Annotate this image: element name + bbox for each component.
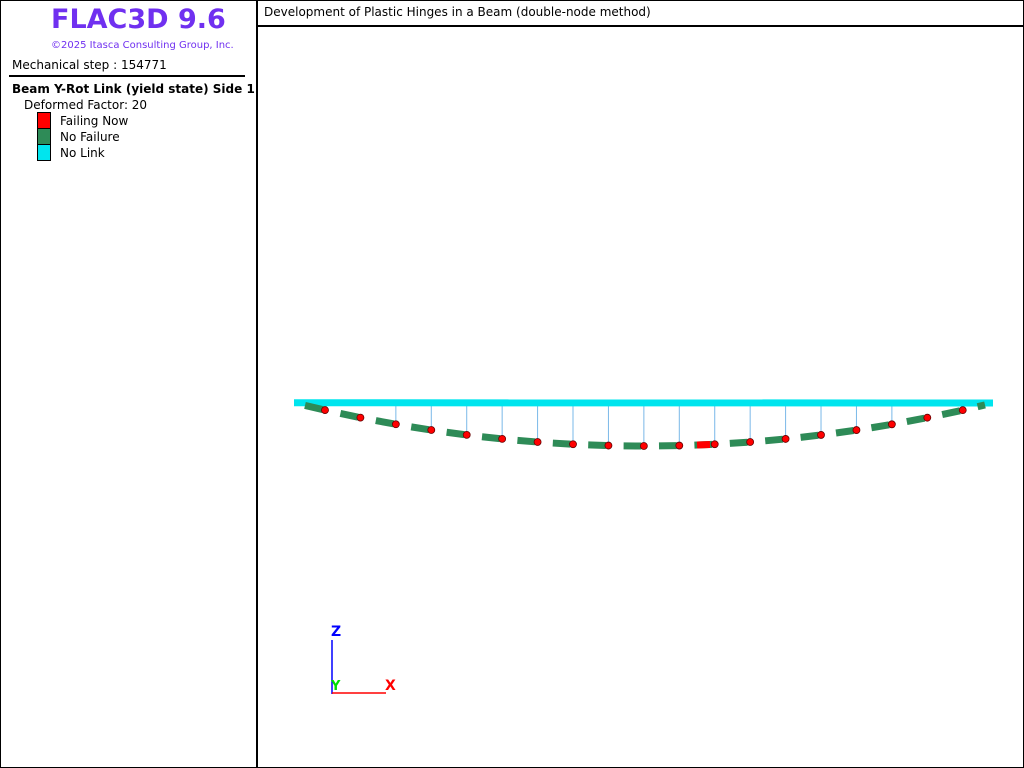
hinge-node — [710, 440, 719, 449]
viewport-title: Development of Plastic Hinges in a Beam … — [264, 5, 651, 19]
hinge-node — [498, 434, 507, 443]
beam-segment — [552, 439, 571, 448]
hinge-node — [604, 441, 613, 450]
beam-segment — [410, 423, 430, 434]
beam-segment — [764, 435, 784, 445]
beam-segment — [976, 401, 986, 411]
hinge-node — [817, 431, 825, 439]
z-label: Z — [331, 624, 341, 640]
hinge-node — [427, 426, 436, 434]
beam-segment — [800, 431, 819, 441]
hinge-node — [887, 420, 896, 429]
x-label: X — [385, 678, 396, 694]
copyright: ©2025 Itasca Consulting Group, Inc. — [51, 40, 234, 51]
beam-segment — [696, 440, 711, 449]
beam-segment — [304, 402, 324, 413]
hinge-node — [958, 406, 967, 415]
separator — [9, 75, 245, 77]
beam-segment — [339, 410, 359, 421]
hinge-node — [852, 426, 861, 434]
hinge-node — [746, 438, 755, 446]
hinge-node — [639, 442, 648, 450]
legend-subtitle: Deformed Factor: 20 — [24, 98, 148, 112]
app-title: FLAC3D 9.6 — [51, 4, 226, 35]
beam-segment — [835, 427, 855, 437]
legend-title: Beam Y-Rot Link (yield state) Side 1 — [12, 82, 255, 96]
hinge-node — [391, 420, 400, 429]
legend-label: No Failure — [60, 130, 120, 144]
separator — [258, 25, 1023, 27]
hinge-node — [356, 413, 365, 422]
beam-segment — [870, 421, 890, 432]
hinge-node — [569, 440, 577, 449]
beam-segment — [481, 433, 501, 443]
beam-segment — [729, 438, 748, 447]
legend-swatch — [37, 144, 51, 161]
beam-segment — [906, 414, 926, 426]
y-label: Y — [330, 679, 341, 694]
hinge-node — [781, 435, 790, 443]
beam-segment — [517, 436, 536, 446]
hinge-node — [533, 438, 542, 446]
beam-segment — [446, 428, 465, 439]
beam-segment — [588, 441, 607, 449]
hinge-node — [923, 413, 932, 422]
beam-segment — [941, 407, 961, 419]
step: Mechanical step : 154771 — [12, 58, 167, 72]
legend-panel: FLAC3D 9.6 ©2025 Itasca Consulting Group… — [0, 0, 258, 768]
hinge-node — [675, 441, 684, 450]
hinge-node — [321, 406, 329, 414]
legend-label: No Link — [60, 146, 105, 160]
hinge-node — [462, 431, 471, 439]
beam-segment — [375, 417, 395, 428]
legend-label: Failing Now — [60, 114, 129, 128]
